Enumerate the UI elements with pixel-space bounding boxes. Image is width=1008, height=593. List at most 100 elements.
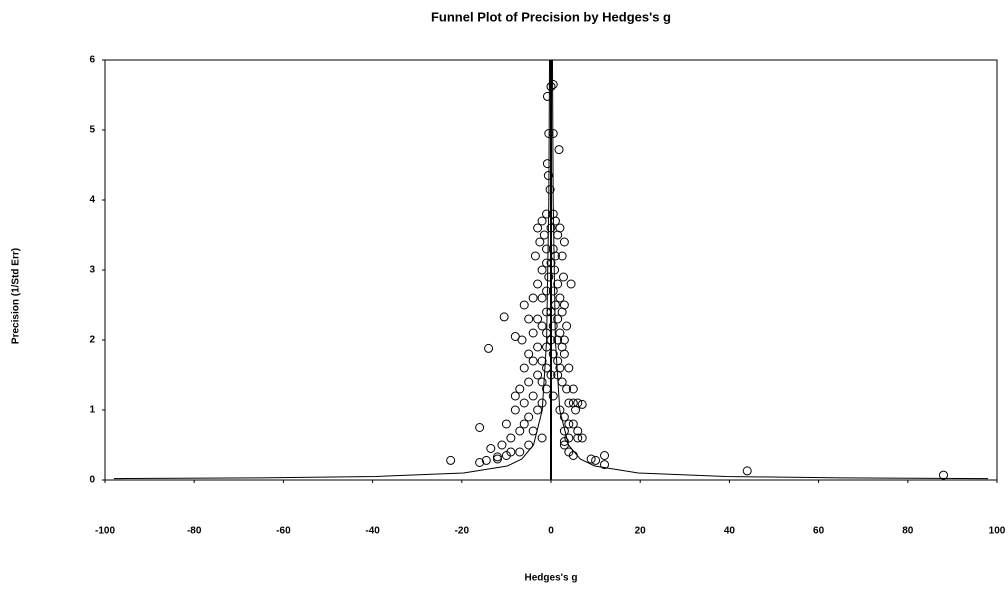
data-point [530,251,540,261]
data-point [484,343,494,353]
data-point [566,279,576,289]
data-point [600,460,610,470]
x-tick-label: 100 [989,526,1006,537]
data-point [548,286,558,296]
data-point [517,335,527,345]
y-tick-label: 3 [89,265,95,276]
y-axis-label: Precision (1/Std Err) [11,248,22,344]
x-tick-label: 80 [902,526,914,537]
data-point [515,384,525,394]
data-point [559,412,569,422]
data-point [510,405,520,415]
data-point [559,237,569,247]
data-point [571,405,581,415]
x-tick-label: -100 [95,526,115,537]
data-point [591,455,601,465]
data-point [559,440,569,450]
data-point [528,328,538,338]
data-point [586,454,596,464]
data-point [524,377,534,387]
data-point [557,377,567,387]
data-point [742,466,752,476]
x-tick-label: 20 [635,526,647,537]
data-point [548,321,558,331]
data-point [528,293,538,303]
data-point [553,230,563,240]
data-point [537,265,547,275]
data-point [550,300,560,310]
data-point [492,454,502,464]
x-tick-label: 0 [548,526,554,537]
data-point [555,405,565,415]
funnel-line [551,59,989,480]
data-point [510,391,520,401]
data-point [528,391,538,401]
data-point [481,455,491,465]
data-point [537,356,547,366]
y-tick-label: 2 [89,335,95,346]
x-tick-label: -40 [365,526,380,537]
data-point [533,279,543,289]
data-point [564,363,574,373]
data-point [568,419,578,429]
data-point [475,423,485,432]
data-point [519,363,529,373]
data-point [515,426,525,436]
data-point [537,377,547,387]
data-point [533,223,543,233]
data-point [497,440,507,450]
data-point [535,237,545,247]
data-point [557,251,567,261]
data-point [528,426,538,436]
data-point [533,342,543,352]
data-point [562,321,572,331]
data-point [577,399,587,409]
data-point [548,349,558,359]
data-point [938,470,948,480]
data-point [544,272,554,282]
data-point [533,314,543,324]
data-point [533,370,543,380]
data-point [557,307,567,317]
data-point [553,335,563,345]
x-tick-label: 40 [724,526,736,537]
y-tick-label: 4 [89,195,95,206]
y-tick-label: 1 [89,405,95,416]
data-point [537,321,547,331]
data-point [519,300,529,310]
data-point [506,433,516,443]
data-point [537,398,547,408]
data-point [475,458,485,467]
x-tick-label: -60 [276,526,291,537]
data-point [559,426,569,436]
data-point [501,419,511,429]
data-point [501,451,511,460]
data-point [559,349,569,359]
data-point [446,455,456,465]
data-point [537,293,547,303]
data-point [573,433,583,443]
data-point [492,452,502,462]
data-point [519,398,529,408]
data-point [600,451,610,460]
data-point [533,405,543,415]
data-point [515,447,525,457]
data-point [577,433,587,443]
y-tick-label: 0 [89,475,95,486]
data-point [548,80,558,89]
data-point [539,230,549,240]
data-point [564,447,574,457]
data-point [524,349,534,359]
data-point [562,384,572,394]
data-point [564,419,574,429]
data-point [524,314,534,324]
data-point [568,384,578,394]
data-point [564,433,574,443]
data-point [544,129,554,138]
data-point [550,216,560,226]
x-tick-label: -20 [455,526,470,537]
x-axis-label: Hedges's g [525,573,578,584]
data-point [524,412,534,422]
chart-title: Funnel Plot of Precision by Hedges's g [431,9,671,24]
